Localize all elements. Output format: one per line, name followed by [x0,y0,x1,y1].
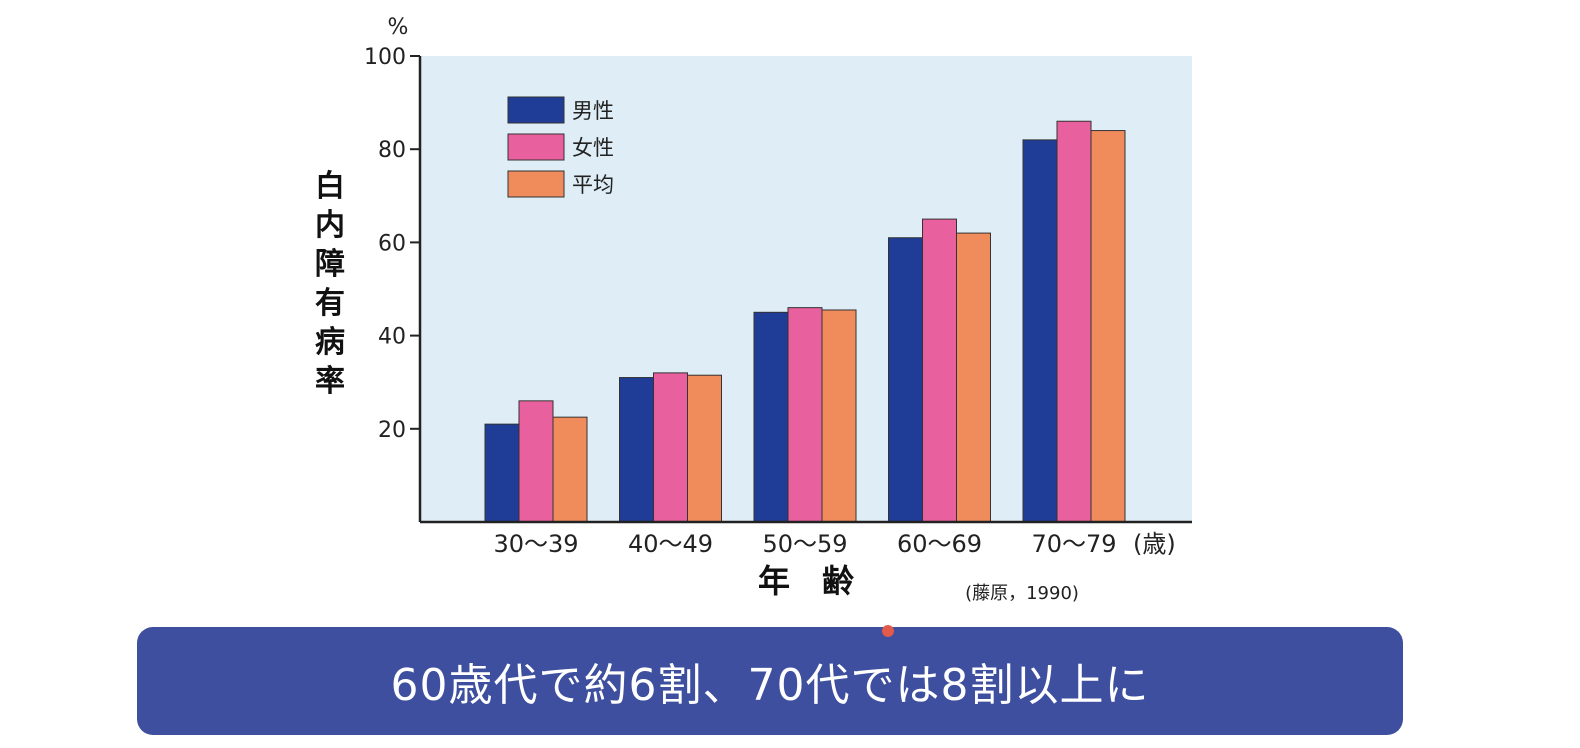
x-tick-label-30～39: 30～39 [493,530,578,558]
y-tick-label-80: 80 [378,138,406,163]
bar-平均-40～49 [687,374,722,523]
y-ticks-group: 20 40 60 80 100 [364,45,420,443]
bar-男性-70～79 [1022,139,1058,523]
x-unit-label: (歳) [1133,530,1176,558]
chart: 20 40 60 80 100 30～39 40～49 50～59 60～69 70～79 男性… [315,15,1192,604]
source-citation: (藤原，1990) [965,583,1079,604]
bar-男性-60～69 [888,237,923,523]
summary-banner: 60歳代で約6割、70代では8割以上に [137,627,1403,735]
axes-group [418,56,1192,524]
legend-label-女性: 女性 [572,136,614,160]
legend-swatch-男性 [507,96,565,124]
legend-swatch-女性 [507,133,565,161]
bar-平均-30～39 [552,416,588,523]
y-unit-label: % [388,15,409,40]
x-axis-label: 年 齢 [758,562,854,600]
bar-男性-40～49 [619,377,654,523]
bar-平均-50～59 [821,309,857,523]
banner-text: 60歳代で約6割、70代では8割以上に [390,660,1150,711]
y-tick-label-100: 100 [364,45,406,70]
bar-女性-50～59 [787,307,823,523]
x-tick-label-60～69: 60～69 [897,530,982,558]
bar-平均-70～79 [1090,130,1126,523]
x-tick-label-50～59: 50～59 [762,530,847,558]
legend-label-男性: 男性 [572,99,614,123]
bar-男性-30～39 [484,423,520,523]
x-tick-label-40～49: 40～49 [628,530,713,558]
y-axis-label: 白内障有病率 [315,169,345,399]
y-tick-label-20: 20 [378,418,406,443]
bars-group [484,120,1126,523]
pointer-dot [882,625,894,637]
x-categories-group: 30～39 40～49 50～59 60～69 70～79 [493,530,1116,558]
legend-swatch-平均 [507,170,565,198]
bar-女性-60～69 [922,218,957,523]
y-tick-label-40: 40 [378,325,406,350]
x-tick-label-70～79: 70～79 [1031,530,1116,558]
bar-女性-30～39 [518,400,554,523]
bar-女性-70～79 [1056,120,1092,523]
bar-男性-50～59 [753,311,789,523]
bar-女性-40～49 [653,372,688,523]
y-tick-label-60: 60 [378,231,406,256]
legend-label-平均: 平均 [572,173,614,197]
bar-平均-60～69 [956,232,991,523]
